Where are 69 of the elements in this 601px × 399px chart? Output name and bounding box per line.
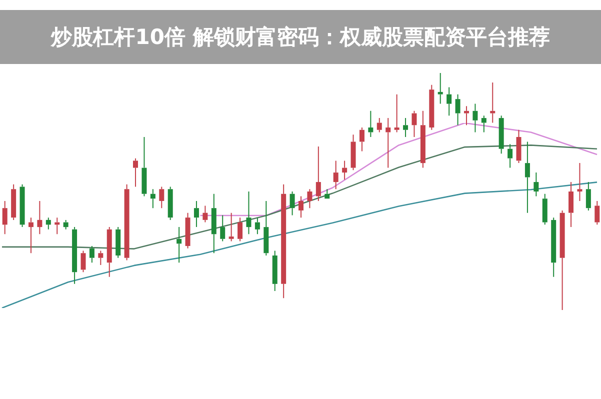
candlestick [168,186,173,220]
candlestick [63,219,68,230]
candlestick [342,160,348,180]
candlestick [386,118,391,168]
candlestick [202,205,208,223]
candlestick [194,200,199,228]
candlestick [368,110,374,138]
candlestick [2,200,8,235]
candlestick [524,141,530,214]
candlestick [316,146,321,202]
candlestick [534,172,539,197]
candlestick [228,212,234,242]
candlestick [568,182,574,228]
candlestick [46,217,51,230]
candlestick [254,217,260,235]
candlestick [394,94,400,133]
candlestick [11,184,16,220]
candlestick [176,226,182,264]
candlestick [324,188,330,199]
candlestick [98,250,104,266]
candlestick [438,72,443,104]
candlestick [412,110,417,138]
candlestick [220,214,226,242]
candlestick [498,115,504,154]
candlestick [455,94,460,126]
candlestick [446,86,452,116]
candlestick [420,110,426,168]
candlestick [20,184,25,228]
candlestick [106,226,112,278]
candlestick [150,188,156,209]
candlestick [376,118,382,133]
candlestick [333,160,338,190]
candlestick [350,134,356,171]
candlestick [560,210,565,310]
candlestick [516,129,522,164]
candlestick [185,212,190,249]
candlestick [159,186,164,209]
candlestick [429,84,434,130]
candlestick [481,115,486,133]
candlestick [403,118,408,138]
candlestick [72,226,78,284]
candlestick [37,200,42,235]
candlestick [577,162,582,202]
candlestick [80,250,86,273]
candlestick [542,193,548,226]
candlestick [211,193,216,254]
candlestick [246,191,252,235]
candlestick [551,217,556,278]
candlestick [281,184,286,299]
candlestick [28,217,34,254]
candlestick [472,103,478,133]
candlestick [298,196,304,218]
candlestick [464,106,469,126]
candlestick [490,82,496,124]
candlestick [359,127,364,152]
candlestick [89,246,94,264]
candlestick [594,200,600,226]
candlestick [133,158,138,188]
candlestick [116,226,121,258]
candlestick [124,184,130,261]
candlestick [142,136,147,197]
candlestick [290,191,295,216]
candlestick [272,250,278,292]
candlestick [238,217,243,242]
candlestick [307,188,312,209]
candlestick [264,200,269,256]
candlestick [586,182,591,211]
chart-title: 炒股杠杆10倍 解锁财富密码：权威股票配资平台推荐 [50,24,551,51]
candlestick [508,144,513,168]
